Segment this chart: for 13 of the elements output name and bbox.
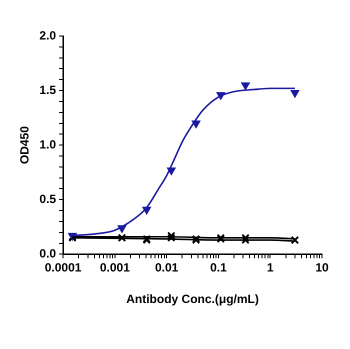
y-axis-title: OD450: [18, 126, 32, 164]
y-tick-label: 2.0: [39, 28, 56, 42]
y-tick-label: 0.0: [39, 246, 56, 261]
y-tick-label: 1.0: [39, 137, 56, 152]
x-tick-label: 0.1: [210, 260, 228, 275]
x-tick-label: 10: [315, 260, 329, 275]
x-tick-label: 0.01: [154, 260, 179, 275]
x-tick-label: 1: [266, 260, 274, 275]
y-tick-label: 1.5: [39, 82, 56, 97]
x-tick-label: 0.001: [100, 260, 130, 275]
x-tick-label: 0.0001: [44, 260, 82, 275]
x-axis-title: Antibody Conc.(μg/mL): [126, 292, 259, 306]
y-tick-label: 0.5: [39, 192, 56, 206]
